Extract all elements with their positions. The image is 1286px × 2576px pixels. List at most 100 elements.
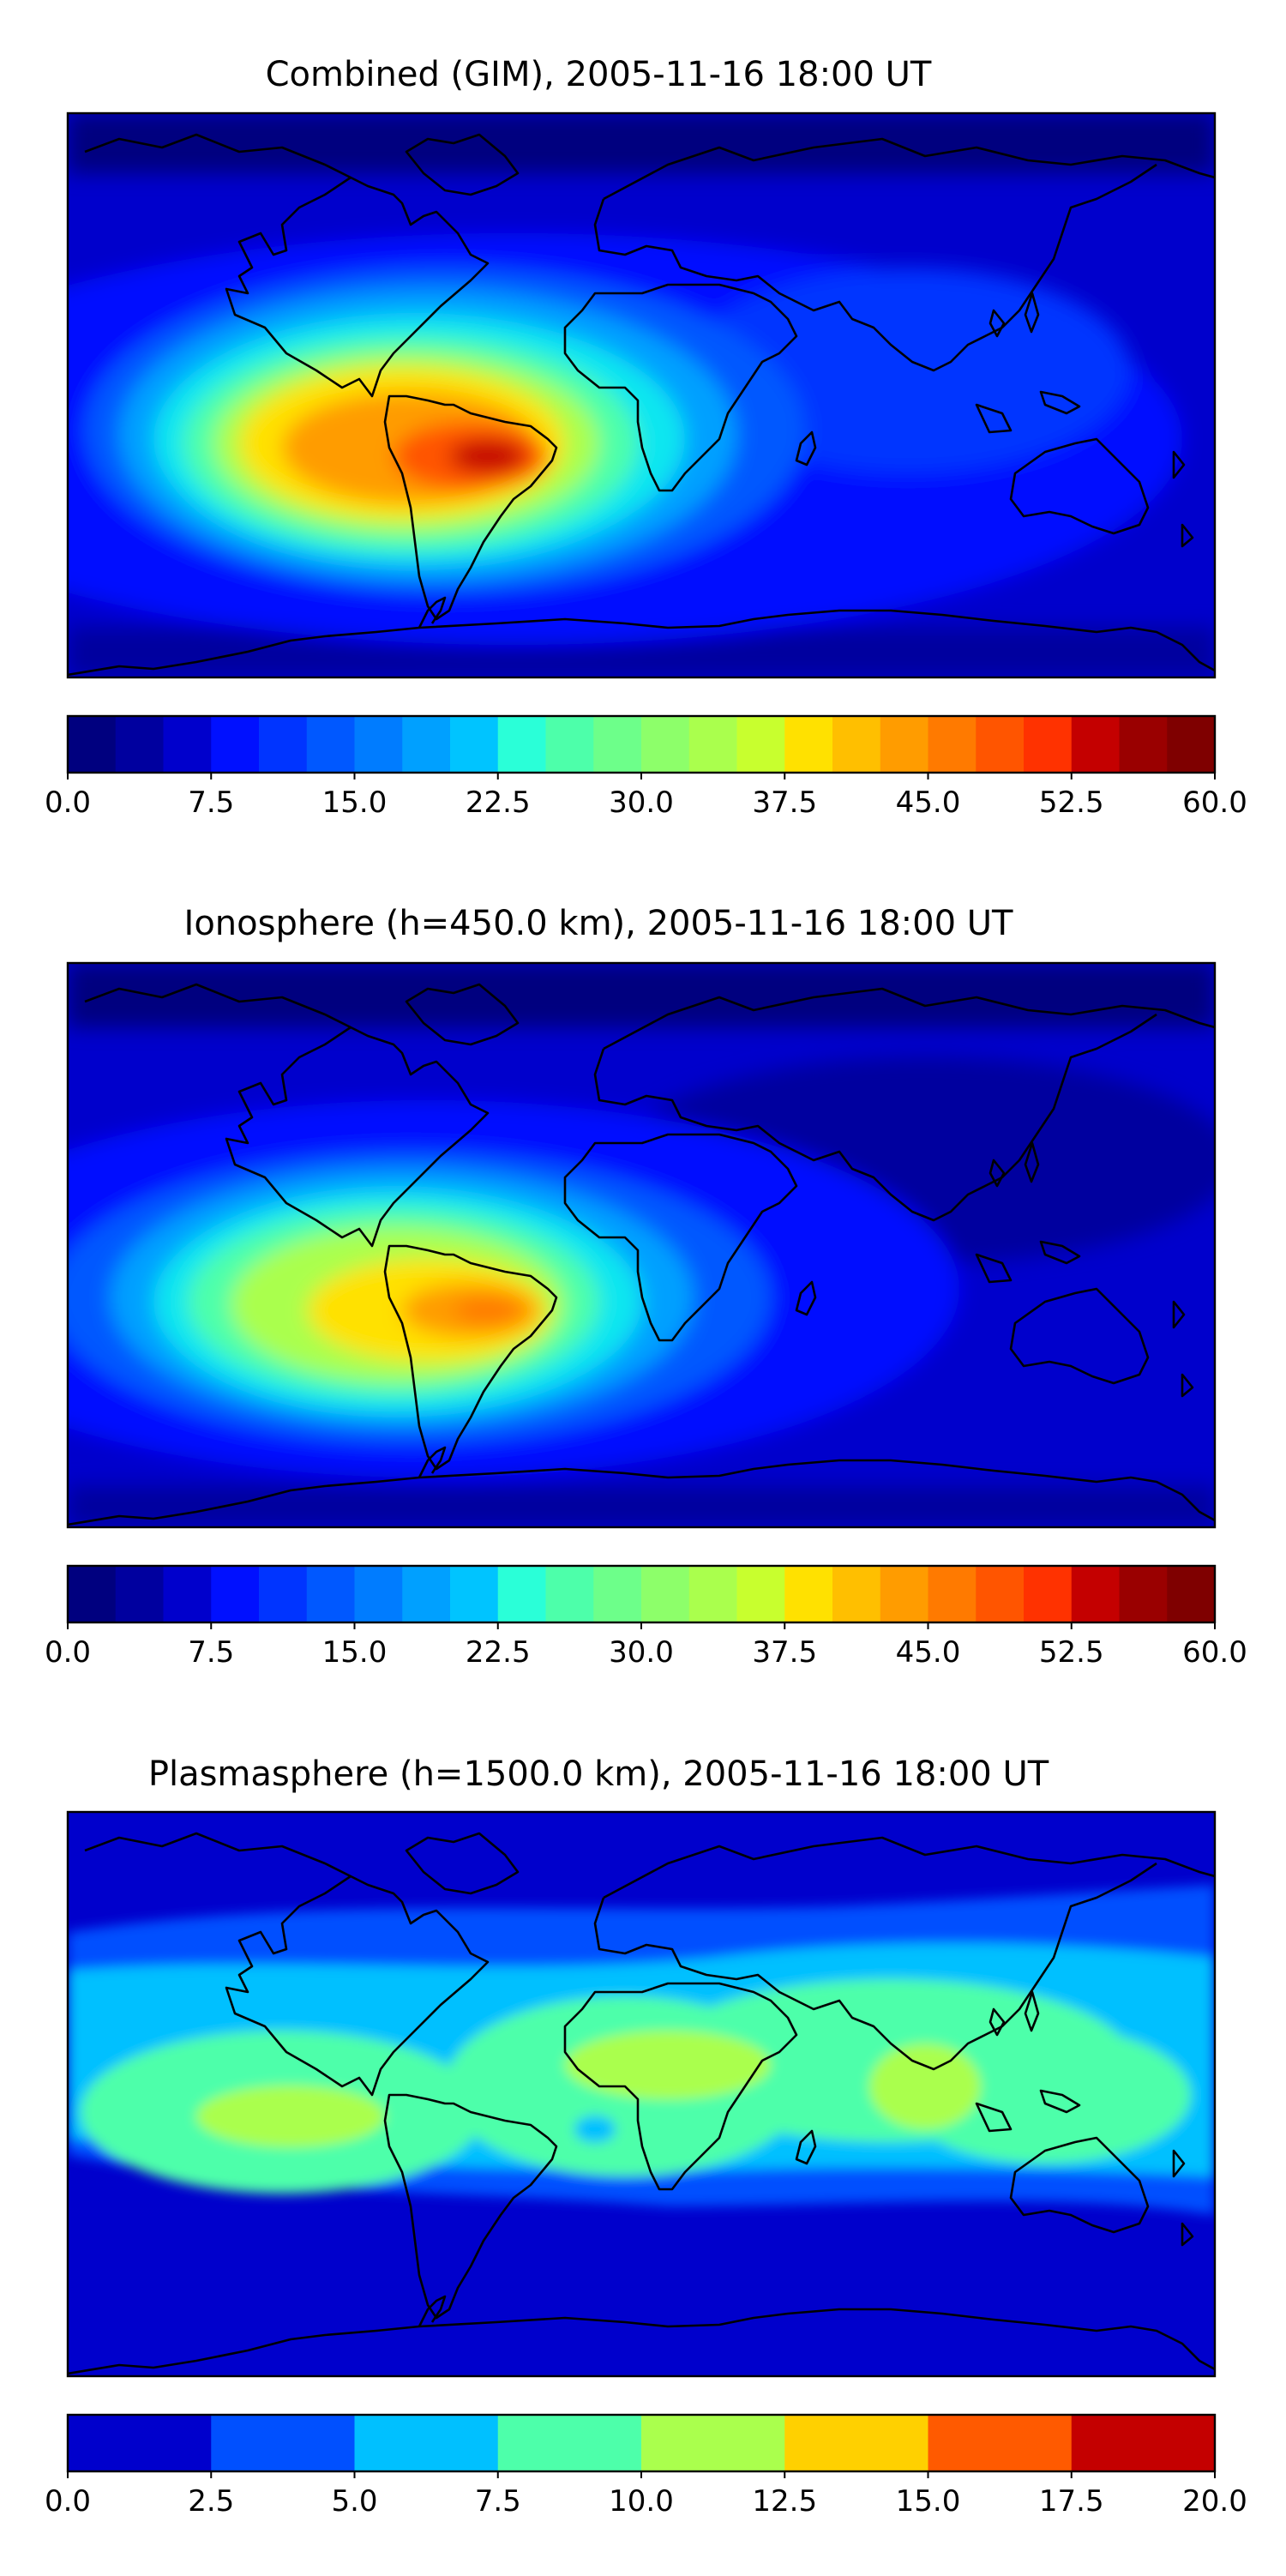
- colorbar-level: [641, 716, 690, 773]
- colorbar-level: [354, 716, 403, 773]
- colorbar-level: [1119, 1566, 1168, 1622]
- colorbar-tick-label: 12.5: [752, 2484, 817, 2519]
- colorbar-level: [784, 2415, 929, 2471]
- colorbar-level: [832, 1566, 881, 1622]
- colorbar-level: [211, 716, 260, 773]
- colorbar-level: [497, 1566, 547, 1622]
- colorbar-level: [688, 1566, 738, 1622]
- colorbar-tick-label: 0.0: [45, 2484, 91, 2519]
- colorbar-level: [1167, 716, 1216, 773]
- colorbar-level: [211, 1566, 260, 1622]
- map-frame: [66, 1810, 1217, 2378]
- colorbar-tick-label: 7.5: [188, 1635, 234, 1670]
- colorbar-level: [1167, 1566, 1216, 1622]
- colorbar-level: [928, 1566, 977, 1622]
- colorbar-level: [641, 2415, 785, 2471]
- colorbar-level: [880, 1566, 929, 1622]
- colorbar-tick-label: 0.0: [45, 785, 91, 820]
- colorbar-level: [976, 716, 1025, 773]
- colorbar-level: [259, 1566, 308, 1622]
- colorbar-level: [545, 716, 594, 773]
- colorbar-level: [928, 716, 977, 773]
- colorbar-2: 0.0 7.5 15.0 22.5 30.0 37.5 45.0 52.5 60.0: [45, 1564, 1247, 1670]
- colorbar-tick-label: 15.0: [322, 785, 388, 820]
- colorbar-level: [832, 716, 881, 773]
- colorbar-level: [641, 1566, 690, 1622]
- colorbar-level: [68, 1566, 117, 1622]
- tec-contours: [68, 963, 1215, 1527]
- map-panel-2: [66, 961, 1217, 1529]
- colorbar-level: [402, 1566, 451, 1622]
- colorbar-level: [593, 1566, 642, 1622]
- map-frame: [66, 961, 1217, 1529]
- tec-contours: [68, 1885, 1215, 2215]
- colorbar-tick-label: 22.5: [466, 785, 531, 820]
- colorbar-level: [880, 716, 929, 773]
- colorbar-tick-label: 10.0: [609, 2484, 674, 2519]
- map-panel-3: [66, 1810, 1217, 2378]
- colorbar-level: [163, 716, 212, 773]
- colorbar-tick-label: 22.5: [466, 1635, 531, 1670]
- colorbar-level: [306, 716, 356, 773]
- colorbar-level: [163, 1566, 212, 1622]
- colorbar-tick-label: 60.0: [1182, 785, 1247, 820]
- colorbar-tick-label: 37.5: [752, 785, 817, 820]
- colorbar-level: [928, 2415, 1073, 2471]
- colorbar-level: [259, 716, 308, 773]
- colorbar-3: 0.0 2.5 5.0 7.5 10.0 12.5 15.0 17.5 20.0: [45, 2413, 1247, 2519]
- colorbar-level: [115, 716, 165, 773]
- colorbar-level: [68, 716, 117, 773]
- colorbar-level: [784, 1566, 833, 1622]
- colorbar-level: [402, 716, 451, 773]
- colorbar-tick-label: 30.0: [609, 785, 674, 820]
- colorbar-tick-label: 52.5: [1039, 785, 1104, 820]
- panel-3-title: Plasmasphere (h=1500.0 km), 2005-11-16 1…: [148, 1754, 1049, 1794]
- colorbar-level: [450, 1566, 499, 1622]
- colorbar-level: [1024, 716, 1073, 773]
- colorbar-tick-label: 15.0: [896, 2484, 961, 2519]
- colorbar-tick-label: 7.5: [475, 2484, 521, 2519]
- colorbar-level: [1119, 716, 1168, 773]
- colorbar-level: [450, 716, 499, 773]
- colorbar-tick-label: 7.5: [188, 785, 234, 820]
- colorbar-level: [1071, 716, 1121, 773]
- colorbar-tick-label: 45.0: [896, 785, 961, 820]
- map-panel-1: [66, 111, 1217, 679]
- colorbar-level: [1024, 1566, 1073, 1622]
- colorbar-tick-label: 30.0: [609, 1635, 674, 1670]
- colorbar-level: [354, 2415, 499, 2471]
- colorbar-level: [211, 2415, 356, 2471]
- map-frame: [66, 111, 1217, 679]
- colorbar-level: [497, 716, 547, 773]
- colorbar-level: [976, 1566, 1025, 1622]
- colorbar-tick-label: 60.0: [1182, 1635, 1247, 1670]
- colorbar-level: [1071, 1566, 1121, 1622]
- colorbar-level: [736, 716, 785, 773]
- panel-2-title: Ionosphere (h=450.0 km), 2005-11-16 18:0…: [184, 904, 1013, 943]
- colorbar-level: [545, 1566, 594, 1622]
- colorbar-tick-label: 20.0: [1182, 2484, 1247, 2519]
- colorbar-level: [306, 1566, 356, 1622]
- colorbar-level: [354, 1566, 403, 1622]
- colorbar-level: [593, 716, 642, 773]
- colorbar-level: [784, 716, 833, 773]
- colorbar-tick-label: 0.0: [45, 1635, 91, 1670]
- colorbar-tick-label: 15.0: [322, 1635, 388, 1670]
- tec-contours: [68, 113, 1215, 677]
- colorbar-level: [497, 2415, 642, 2471]
- colorbar-level: [68, 2415, 212, 2471]
- colorbar-level: [115, 1566, 165, 1622]
- colorbar-1: 0.0 7.5 15.0 22.5 30.0 37.5 45.0 52.5 60.0: [45, 714, 1247, 820]
- colorbar-level: [1071, 2415, 1216, 2471]
- colorbar-level: [736, 1566, 785, 1622]
- colorbar-level: [688, 716, 738, 773]
- colorbar-tick-label: 2.5: [188, 2484, 234, 2519]
- colorbar-tick-label: 45.0: [896, 1635, 961, 1670]
- colorbar-tick-label: 52.5: [1039, 1635, 1104, 1670]
- panel-1-title: Combined (GIM), 2005-11-16 18:00 UT: [266, 55, 932, 94]
- colorbar-tick-label: 17.5: [1039, 2484, 1104, 2519]
- colorbar-tick-label: 5.0: [331, 2484, 377, 2519]
- colorbar-tick-label: 37.5: [752, 1635, 817, 1670]
